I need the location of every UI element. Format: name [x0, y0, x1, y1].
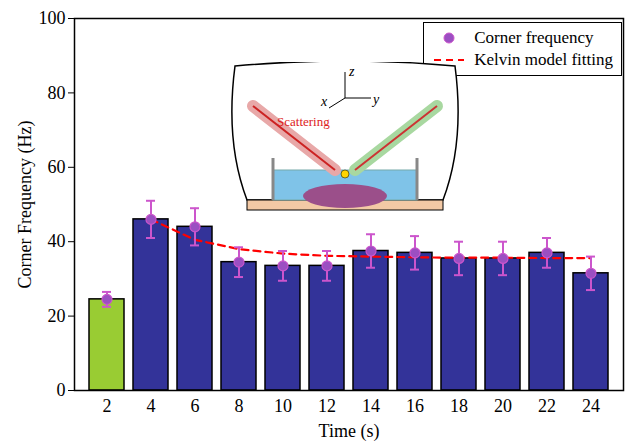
svg-text:2: 2: [103, 396, 112, 416]
svg-text:22: 22: [538, 396, 556, 416]
svg-text:0: 0: [57, 380, 66, 400]
svg-text:24: 24: [582, 396, 600, 416]
svg-text:60: 60: [48, 157, 66, 177]
svg-text:z: z: [348, 64, 355, 79]
svg-text:20: 20: [494, 396, 512, 416]
html-text:Corner frequency: Corner frequency: [474, 28, 594, 47]
svg-text:80: 80: [48, 83, 66, 103]
svg-text:x: x: [320, 94, 328, 109]
svg-text:4: 4: [147, 396, 156, 416]
svg-text:Scattering: Scattering: [277, 114, 330, 129]
svg-text:14: 14: [362, 396, 380, 416]
svg-text:18: 18: [450, 396, 468, 416]
svg-text:16: 16: [406, 396, 424, 416]
svg-text:12: 12: [318, 396, 336, 416]
svg-text:10: 10: [274, 396, 292, 416]
svg-text:y: y: [371, 92, 380, 107]
svg-text:40: 40: [48, 231, 66, 251]
svg-text:8: 8: [235, 396, 244, 416]
svg-text:Time (s): Time (s): [319, 421, 380, 442]
svg-text:20: 20: [48, 306, 66, 326]
svg-text:Corner Frequency (Hz): Corner Frequency (Hz): [15, 121, 36, 289]
svg-text:100: 100: [39, 8, 66, 28]
html-text:Kelvin model fitting: Kelvin model fitting: [474, 50, 613, 69]
svg-text:6: 6: [191, 396, 200, 416]
